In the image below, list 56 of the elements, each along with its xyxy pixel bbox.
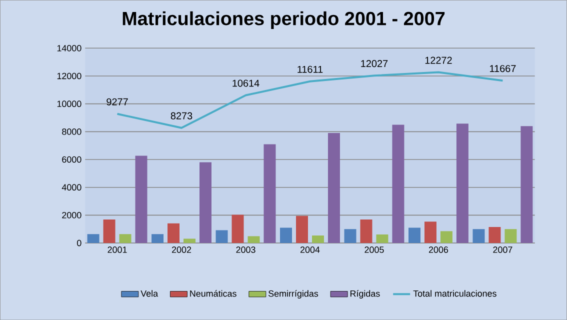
data-label: 11667 bbox=[490, 64, 516, 72]
bar bbox=[520, 126, 533, 243]
bar bbox=[135, 156, 148, 243]
bar bbox=[232, 214, 244, 243]
bar bbox=[344, 229, 356, 243]
bar bbox=[103, 219, 116, 243]
data-label: 9277 bbox=[106, 98, 128, 106]
x-tick-label: 2001 bbox=[108, 246, 127, 253]
y-tick-label: 10000 bbox=[57, 100, 82, 107]
x-tick-label: 2006 bbox=[428, 246, 448, 253]
bar bbox=[440, 231, 452, 243]
data-label: 8273 bbox=[170, 112, 192, 120]
bar bbox=[424, 222, 436, 243]
bar bbox=[264, 144, 276, 243]
y-tick-label: 0 bbox=[76, 240, 82, 246]
y-tick-label: 2000 bbox=[62, 212, 82, 218]
legend-label: Rígidas bbox=[350, 290, 380, 298]
bar bbox=[472, 229, 485, 243]
bar bbox=[184, 238, 196, 243]
bar bbox=[280, 228, 292, 243]
y-tick-label: 8000 bbox=[62, 128, 82, 135]
bar bbox=[408, 228, 420, 243]
bar bbox=[456, 124, 468, 243]
bar bbox=[87, 234, 100, 243]
bar bbox=[248, 236, 260, 243]
x-tick-label: 2007 bbox=[493, 246, 512, 253]
bar bbox=[216, 230, 228, 243]
y-tick-label: 12000 bbox=[57, 72, 82, 80]
x-tick-label: 2002 bbox=[172, 246, 192, 253]
x-tick-label: 2005 bbox=[364, 246, 384, 253]
legend-label: Vela bbox=[140, 290, 158, 297]
bar bbox=[312, 235, 324, 243]
bar bbox=[199, 162, 212, 243]
legend-label: Semirrígidas bbox=[268, 290, 318, 298]
bar bbox=[504, 229, 517, 243]
bar bbox=[360, 219, 372, 243]
bar bbox=[392, 124, 404, 243]
data-label: 12027 bbox=[361, 60, 388, 68]
y-tick-label: 4000 bbox=[62, 184, 82, 190]
legend-label: Total matriculaciones bbox=[413, 290, 496, 297]
bar bbox=[488, 226, 501, 243]
data-label: 11611 bbox=[298, 66, 323, 73]
bar bbox=[168, 223, 180, 243]
bar bbox=[152, 234, 164, 243]
data-label: 12272 bbox=[425, 56, 452, 64]
chart-title: Matriculaciones periodo 2001 - 2007 bbox=[122, 11, 445, 29]
x-tick-label: 2004 bbox=[300, 246, 320, 253]
y-tick-label: 6000 bbox=[62, 156, 82, 163]
x-tick-label: 2003 bbox=[236, 246, 256, 253]
bar bbox=[296, 216, 308, 243]
y-tick-label: 14000 bbox=[57, 44, 82, 52]
bar bbox=[119, 234, 132, 243]
legend-label: Neumáticas bbox=[190, 290, 236, 297]
bar bbox=[376, 234, 388, 243]
data-label: 10614 bbox=[232, 80, 260, 87]
bar bbox=[328, 132, 340, 243]
